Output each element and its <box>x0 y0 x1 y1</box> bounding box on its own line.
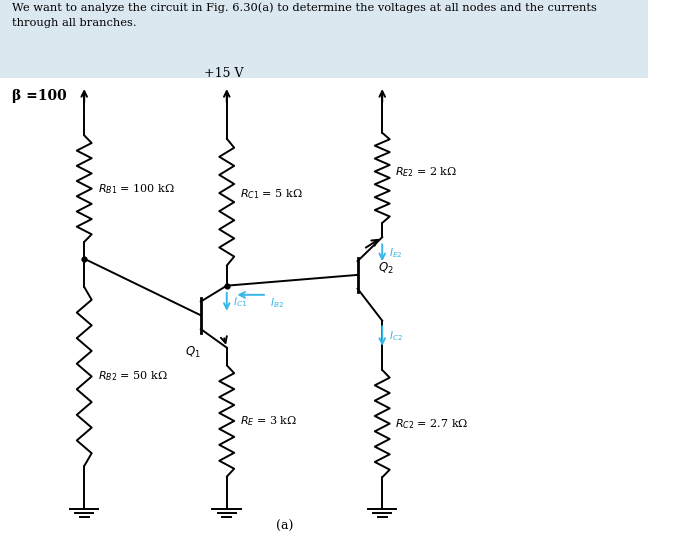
Text: $R_{E2}$ = 2 kΩ: $R_{E2}$ = 2 kΩ <box>395 165 457 179</box>
Text: $I_{C1}$: $I_{C1}$ <box>233 295 247 309</box>
Text: $R_{B1}$ = 100 kΩ: $R_{B1}$ = 100 kΩ <box>99 182 175 196</box>
Text: $I_{E2}$: $I_{E2}$ <box>389 246 402 260</box>
Text: $Q_2$: $Q_2$ <box>379 261 394 276</box>
Text: We want to analyze the circuit in Fig. 6.30(a) to determine the voltages at all : We want to analyze the circuit in Fig. 6… <box>12 3 596 28</box>
Text: +15 V: +15 V <box>204 67 244 80</box>
Text: $R_{B2}$ = 50 kΩ: $R_{B2}$ = 50 kΩ <box>99 370 168 383</box>
Text: $I_{B2}$: $I_{B2}$ <box>270 296 284 310</box>
Text: $R_E$ = 3 kΩ: $R_E$ = 3 kΩ <box>239 414 297 428</box>
Text: $R_{C2}$ = 2.7 kΩ: $R_{C2}$ = 2.7 kΩ <box>395 417 468 431</box>
Text: $R_{C1}$ = 5 kΩ: $R_{C1}$ = 5 kΩ <box>239 187 302 201</box>
FancyBboxPatch shape <box>0 0 648 78</box>
Text: (a): (a) <box>276 520 294 533</box>
Text: $Q_1$: $Q_1$ <box>186 345 201 360</box>
Text: $I_{C2}$: $I_{C2}$ <box>389 329 402 343</box>
Text: β =100: β =100 <box>12 89 66 103</box>
